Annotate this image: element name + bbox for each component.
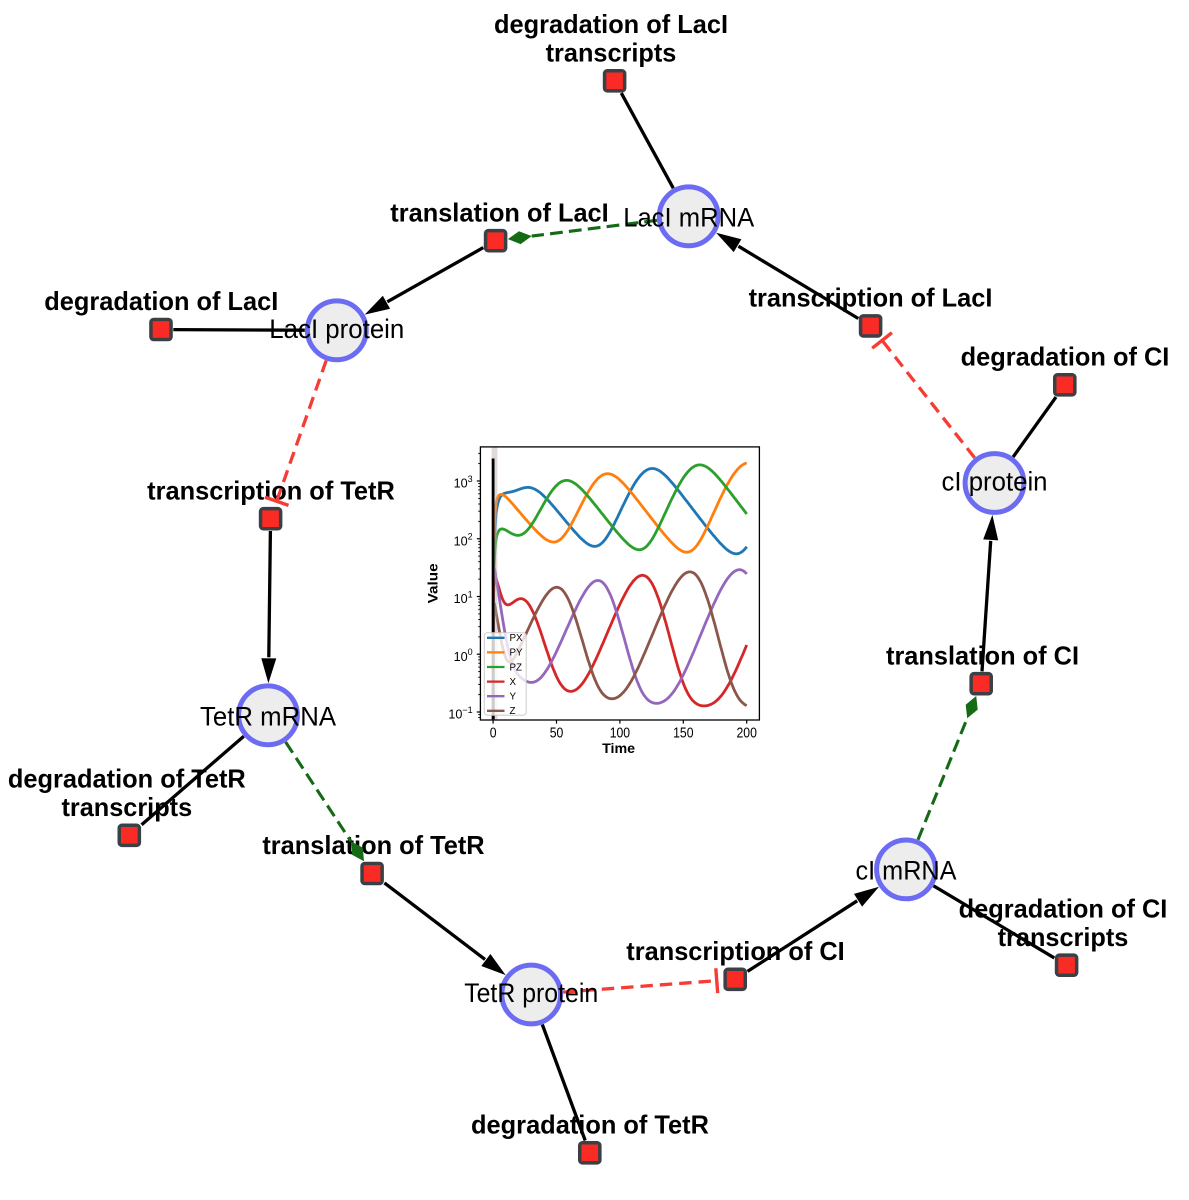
svg-text:degradation of LacI: degradation of LacI bbox=[44, 286, 278, 316]
svg-text:translation of LacI: translation of LacI bbox=[390, 197, 608, 227]
svg-text:LacI mRNA: LacI mRNA bbox=[623, 202, 754, 232]
svg-text:100: 100 bbox=[610, 726, 630, 742]
svg-text:PZ: PZ bbox=[510, 662, 523, 673]
svg-text:TetR mRNA: TetR mRNA bbox=[200, 701, 336, 731]
svg-text:0: 0 bbox=[490, 726, 497, 742]
svg-text:cI mRNA: cI mRNA bbox=[856, 855, 957, 885]
svg-text:translation of TetR: translation of TetR bbox=[262, 830, 485, 860]
svg-text:transcripts: transcripts bbox=[61, 792, 192, 822]
svg-text:degradation of CI: degradation of CI bbox=[961, 342, 1170, 372]
svg-text:Y: Y bbox=[510, 692, 517, 703]
svg-text:X: X bbox=[510, 677, 517, 688]
svg-text:Z: Z bbox=[510, 706, 516, 717]
svg-text:degradation of CI: degradation of CI bbox=[959, 893, 1168, 923]
svg-text:transcripts: transcripts bbox=[546, 38, 677, 68]
svg-text:150: 150 bbox=[673, 726, 693, 742]
svg-text:PX: PX bbox=[510, 633, 524, 644]
svg-text:Time: Time bbox=[602, 741, 636, 756]
svg-text:LacI protein: LacI protein bbox=[269, 314, 404, 344]
svg-text:200: 200 bbox=[737, 726, 757, 742]
svg-text:degradation of LacI: degradation of LacI bbox=[494, 9, 728, 39]
svg-text:transcription of CI: transcription of CI bbox=[626, 936, 844, 966]
svg-text:PY: PY bbox=[510, 648, 524, 659]
svg-text:50: 50 bbox=[550, 726, 564, 742]
svg-text:cI protein: cI protein bbox=[942, 467, 1048, 497]
svg-text:TetR protein: TetR protein bbox=[464, 978, 598, 1008]
svg-text:Value: Value bbox=[425, 563, 441, 603]
svg-text:degradation of TetR: degradation of TetR bbox=[471, 1110, 709, 1140]
svg-text:transcription of LacI: transcription of LacI bbox=[749, 283, 993, 313]
svg-text:degradation of TetR: degradation of TetR bbox=[8, 764, 246, 794]
